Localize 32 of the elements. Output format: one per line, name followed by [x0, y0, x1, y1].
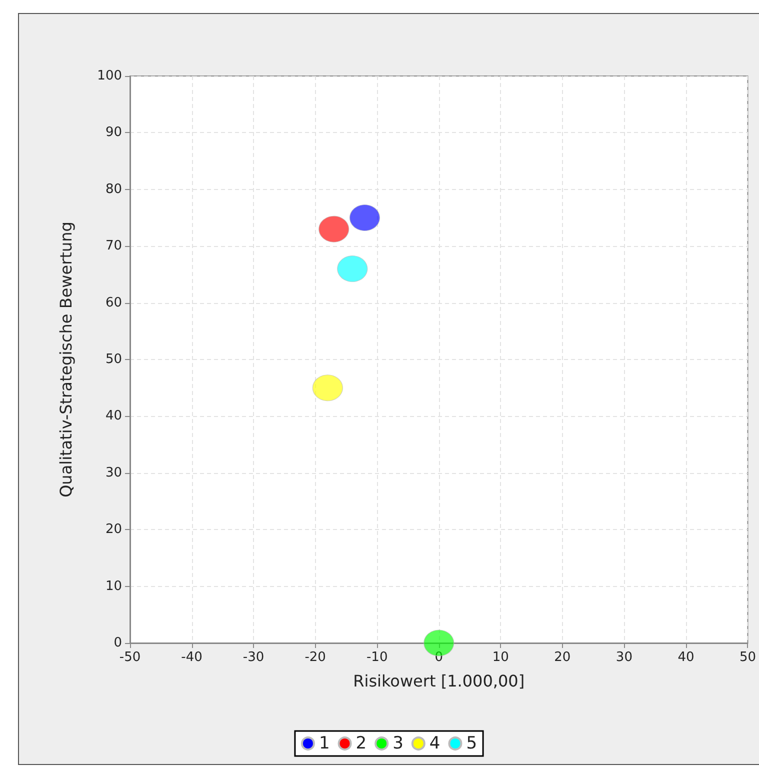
- y-tick-label: 100: [97, 68, 122, 84]
- y-tick-label: 70: [105, 238, 122, 254]
- x-tick-label: -40: [181, 650, 202, 665]
- y-tick-label: 0: [114, 636, 122, 650]
- legend-label: 3: [392, 734, 404, 754]
- y-tick-label: 50: [105, 352, 122, 367]
- x-tick-label: 40: [678, 650, 694, 665]
- y-tick-label: 20: [105, 522, 122, 538]
- x-axis-title: Risikowert [1.000,00]: [353, 672, 525, 690]
- y-tick-label: 90: [105, 125, 122, 140]
- legend-label: 4: [429, 734, 440, 754]
- y-tick-label: 80: [105, 182, 122, 197]
- legend-label: 2: [356, 734, 367, 754]
- x-tick-label: 30: [616, 650, 632, 665]
- point: [312, 374, 343, 402]
- y-tick-label: 60: [105, 295, 122, 310]
- y-tick-label: 10: [105, 578, 122, 594]
- y-tick-label: 40: [105, 408, 122, 424]
- point: [337, 255, 368, 282]
- point: [349, 204, 380, 232]
- point: [318, 216, 350, 242]
- y-axis-title: Qualitativ-Strategische Bewertung: [56, 222, 76, 498]
- legend-label: 1: [318, 734, 330, 754]
- x-tick-label: 20: [554, 650, 571, 665]
- x-tick-label: 50: [739, 650, 756, 665]
- x-tick-label: -50: [119, 650, 141, 665]
- y-tick-label: 30: [105, 465, 122, 480]
- x-tick-label: -30: [242, 650, 264, 665]
- x-tick-label: -20: [304, 650, 326, 665]
- x-tick-label: -10: [366, 650, 388, 665]
- legend-label: 5: [466, 734, 478, 754]
- x-tick-label: 10: [492, 650, 509, 665]
